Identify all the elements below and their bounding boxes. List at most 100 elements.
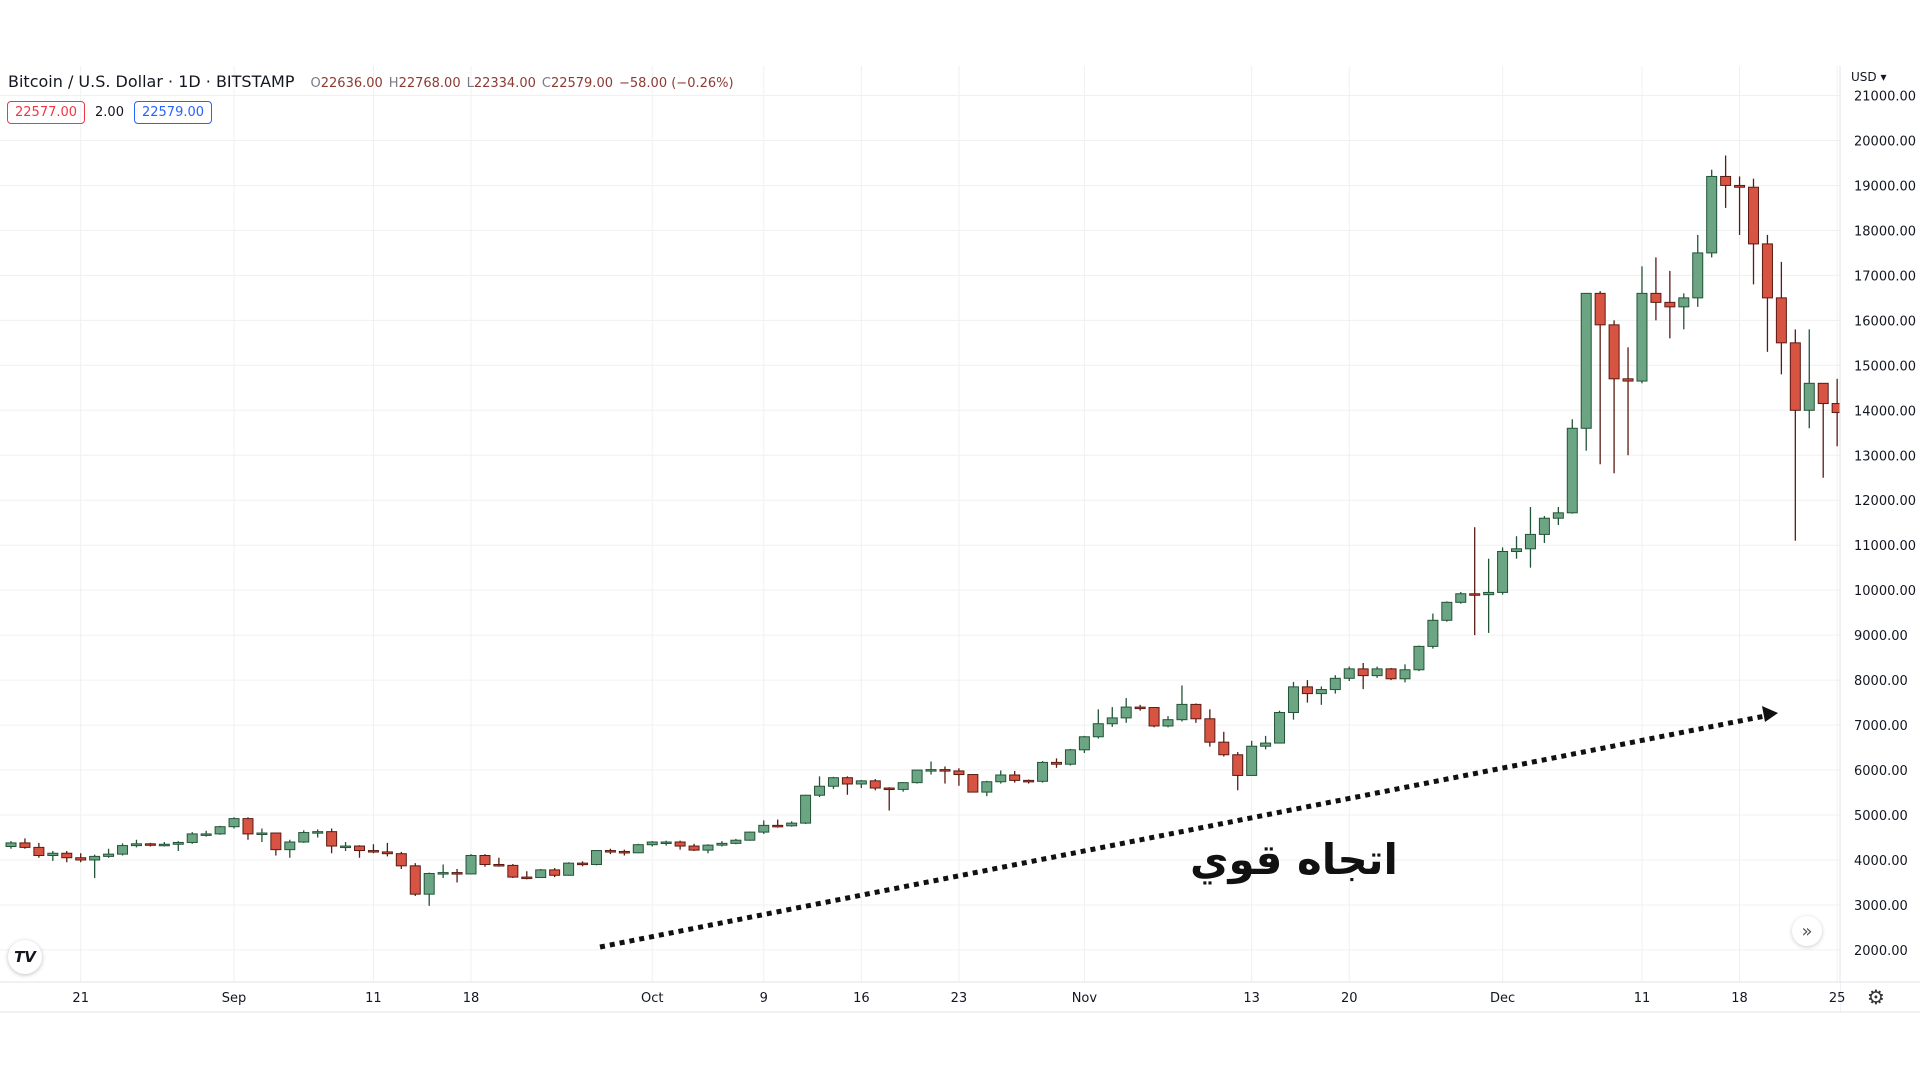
ohlc-open: O22636.00 [310,76,383,91]
candle-body [1803,382,1815,411]
candle [772,819,784,828]
candle [1329,675,1341,694]
candle [89,854,101,878]
candle-body [1817,382,1829,405]
candle-body [47,852,59,856]
candle-body [507,864,519,878]
candle-body [75,857,87,861]
candle [660,840,672,846]
candle [228,817,240,829]
candle [1720,155,1732,208]
buy-price-button[interactable]: 22579.00 [133,101,213,124]
candle [897,782,909,792]
candle-body [772,824,784,828]
candle-body [967,774,979,793]
candle [1469,527,1481,636]
x-tick-label: 18 [463,991,480,1006]
candle-body [1650,292,1662,303]
candle [1134,704,1146,711]
candle-body [758,824,770,833]
candle-body [326,831,338,847]
time-axis[interactable] [0,982,1840,1012]
candle [1580,292,1592,451]
ohlc-close: C22579.00 [541,76,613,91]
candle [577,861,589,867]
trend-line[interactable] [599,713,1766,950]
x-tick-label: 20 [1341,991,1358,1006]
candle [1162,716,1174,728]
y-tick-label: 13000.00 [1854,449,1916,464]
candle [200,830,212,837]
candle [590,850,602,866]
candle [103,848,115,858]
tradingview-logo[interactable]: TV [8,940,42,974]
candle-body [1078,736,1090,751]
candle [1260,735,1272,750]
candle [1287,681,1299,720]
candle [367,844,379,854]
candle-body [660,841,672,845]
ohlc-high: H22768.00 [388,76,461,91]
candle [1538,515,1550,543]
candle-body [367,850,379,853]
candle-body [451,872,463,875]
candle [1037,761,1049,783]
candle-body [953,770,965,776]
candle [1678,293,1690,330]
candle [883,787,895,811]
candle [354,845,365,858]
candle-body [1483,591,1495,596]
candle-body [1608,324,1620,380]
candle-body [1357,668,1369,677]
candle [1315,686,1327,705]
candles [5,155,1843,906]
candle [75,853,87,863]
candle-body [1204,718,1216,743]
x-tick-label: 11 [1634,991,1651,1006]
candle [1817,382,1829,478]
candle [688,843,700,851]
candle-body [590,850,602,865]
candle [1190,703,1202,723]
candle [702,844,714,854]
candle [19,838,31,849]
candle [1399,664,1411,683]
y-tick-label: 11000.00 [1854,539,1916,554]
currency-selector[interactable]: USD ▾ [1851,70,1887,84]
candle [1748,178,1759,285]
candle [1106,707,1118,727]
candle [130,839,142,848]
candle-body [312,831,324,834]
candle [604,848,616,855]
candle [256,828,268,843]
symbol-title[interactable]: Bitcoin / U.S. Dollar · 1D · BITSTAMP [8,72,295,91]
y-tick-label: 6000.00 [1854,764,1908,779]
candle [409,863,421,896]
candle [1608,320,1620,474]
sell-price-button[interactable]: 22577.00 [7,101,86,124]
candle-body [1329,677,1341,691]
settings-button[interactable]: ⚙ [1867,985,1885,1009]
y-tick-label: 12000.00 [1854,494,1916,509]
x-tick-label: 21 [72,991,89,1006]
candle [1064,748,1076,766]
candle-body [5,842,17,847]
candle [1594,291,1606,465]
candle [214,825,226,835]
spread-value: 2.00 [95,105,124,120]
x-tick-label: Sep [222,991,247,1006]
price-axis[interactable] [1840,66,1920,1012]
candle-body [465,854,477,875]
candle [1427,613,1439,649]
candle [312,829,324,838]
candle [618,849,630,856]
candle [451,868,463,883]
x-tick-label: 16 [853,991,870,1006]
scroll-to-realtime-button[interactable]: » [1792,916,1822,946]
candle-body [897,782,909,790]
candle [1650,257,1662,321]
candle [186,832,198,844]
candle-body [144,843,156,846]
y-tick-label: 9000.00 [1854,629,1908,644]
